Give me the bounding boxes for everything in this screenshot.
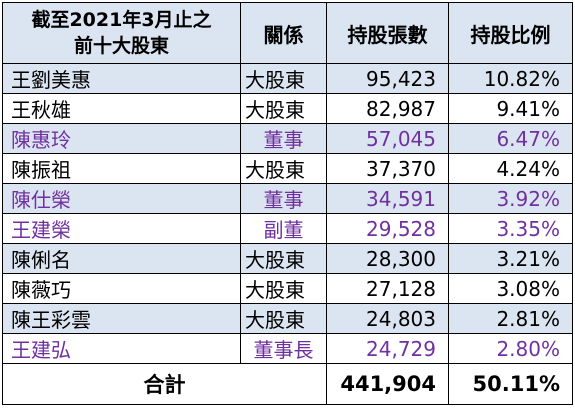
header-title-line1: 截至2021年3月止之 bbox=[31, 9, 212, 31]
table-row: 王建弘 董事長 24,729 2.80% bbox=[2, 333, 573, 364]
header-ratio: 持股比例 bbox=[448, 2, 573, 64]
shareholder-relation: 大股東 bbox=[240, 153, 327, 184]
total-label: 合計 bbox=[2, 363, 327, 405]
shareholder-shares: 82,987 bbox=[326, 93, 449, 124]
shareholder-shares: 24,729 bbox=[326, 333, 449, 364]
shareholder-ratio: 6.47% bbox=[448, 123, 573, 154]
table-row: 王劉美惠 大股東 95,423 10.82% bbox=[2, 63, 573, 94]
shareholder-name: 陳王彩雲 bbox=[2, 303, 241, 334]
shareholder-shares: 24,803 bbox=[326, 303, 449, 334]
shareholder-name: 陳俐名 bbox=[2, 243, 241, 274]
shareholder-relation: 大股東 bbox=[240, 93, 327, 124]
shareholder-shares: 57,045 bbox=[326, 123, 449, 154]
table-row: 王秋雄 大股東 82,987 9.41% bbox=[2, 93, 573, 124]
shareholder-name: 王劉美惠 bbox=[2, 63, 241, 94]
table-row: 陳俐名 大股東 28,300 3.21% bbox=[2, 243, 573, 274]
shareholder-ratio: 4.24% bbox=[448, 153, 573, 184]
shareholder-ratio: 3.21% bbox=[448, 243, 573, 274]
shareholder-ratio: 3.92% bbox=[448, 183, 573, 214]
table-row: 王建榮 副董 29,528 3.35% bbox=[2, 213, 573, 244]
shareholder-name: 陳惠玲 bbox=[2, 123, 241, 154]
header-title: 截至2021年3月止之 前十大股東 bbox=[2, 2, 241, 64]
shareholder-shares: 34,591 bbox=[326, 183, 449, 214]
header-shares: 持股張數 bbox=[326, 2, 449, 64]
shareholder-ratio: 2.81% bbox=[448, 303, 573, 334]
shareholder-relation: 大股東 bbox=[240, 63, 327, 94]
top-ten-shareholders-table: 截至2021年3月止之 前十大股東 關係 持股張數 持股比例 王劉美惠 大股東 … bbox=[2, 2, 573, 405]
total-shares: 441,904 bbox=[326, 363, 449, 405]
table-row: 陳仕榮 董事 34,591 3.92% bbox=[2, 183, 573, 214]
shareholder-relation: 副董 bbox=[240, 213, 327, 244]
table-row: 陳薇巧 大股東 27,128 3.08% bbox=[2, 273, 573, 304]
shareholder-ratio: 2.80% bbox=[448, 333, 573, 364]
shareholder-ratio: 9.41% bbox=[448, 93, 573, 124]
shareholder-relation: 大股東 bbox=[240, 303, 327, 334]
shareholder-name: 陳薇巧 bbox=[2, 273, 241, 304]
table-row: 陳振祖 大股東 37,370 4.24% bbox=[2, 153, 573, 184]
shareholder-shares: 27,128 bbox=[326, 273, 449, 304]
shareholder-name: 王秋雄 bbox=[2, 93, 241, 124]
shareholder-relation: 董事 bbox=[240, 123, 327, 154]
shareholder-relation: 大股東 bbox=[240, 273, 327, 304]
shareholder-ratio: 10.82% bbox=[448, 63, 573, 94]
shareholder-shares: 95,423 bbox=[326, 63, 449, 94]
shareholder-shares: 28,300 bbox=[326, 243, 449, 274]
total-ratio: 50.11% bbox=[448, 363, 573, 405]
shareholder-shares: 29,528 bbox=[326, 213, 449, 244]
shareholder-relation: 董事長 bbox=[240, 333, 327, 364]
header-relation: 關係 bbox=[240, 2, 327, 64]
shareholder-ratio: 3.35% bbox=[448, 213, 573, 244]
shareholder-relation: 董事 bbox=[240, 183, 327, 214]
table-row: 陳王彩雲 大股東 24,803 2.81% bbox=[2, 303, 573, 334]
shareholder-name: 陳振祖 bbox=[2, 153, 241, 184]
shareholder-ratio: 3.08% bbox=[448, 273, 573, 304]
header-title-line2: 前十大股東 bbox=[73, 35, 169, 57]
total-row: 合計 441,904 50.11% bbox=[2, 363, 573, 405]
shareholder-shares: 37,370 bbox=[326, 153, 449, 184]
shareholder-name: 王建弘 bbox=[2, 333, 241, 364]
header-row: 截至2021年3月止之 前十大股東 關係 持股張數 持股比例 bbox=[2, 2, 573, 64]
shareholder-relation: 大股東 bbox=[240, 243, 327, 274]
table-row: 陳惠玲 董事 57,045 6.47% bbox=[2, 123, 573, 154]
shareholder-name: 陳仕榮 bbox=[2, 183, 241, 214]
shareholder-name: 王建榮 bbox=[2, 213, 241, 244]
